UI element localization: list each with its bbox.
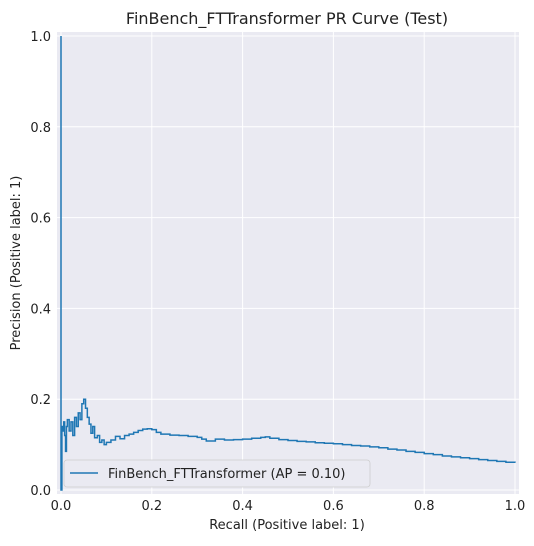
legend-box [63, 459, 371, 488]
pr-curve-series [60, 36, 516, 491]
grid-lines [57, 32, 519, 494]
y-tick-label: 1.0 [30, 30, 51, 45]
y-tick-label: 0.6 [30, 212, 51, 227]
legend-entry-label: FinBench_FTTransformer (AP = 0.10) [108, 467, 346, 482]
tick-labels: 0.0 0.2 0.4 0.6 0.8 1.0 0.0 0.2 0.4 0.6 0.8 1.0 [30, 30, 525, 514]
plot-area [57, 32, 519, 494]
legend: FinBench_FTTransformer (AP = 0.10) [63, 459, 371, 488]
x-tick-label: 1.0 [505, 499, 526, 514]
y-tick-label: 0.4 [30, 302, 51, 317]
x-tick-label: 0.0 [51, 499, 72, 514]
chart-title: FinBench_FTTransformer PR Curve (Test) [126, 9, 448, 29]
curve-layer [60, 36, 516, 491]
x-axis-label: Recall (Positive label: 1) [209, 518, 365, 533]
x-tick-label: 0.4 [232, 499, 253, 514]
y-tick-label: 0.0 [30, 484, 51, 499]
x-tick-label: 0.6 [323, 499, 344, 514]
y-axis-label: Precision (Positive label: 1) [9, 176, 24, 351]
y-tick-label: 0.2 [30, 393, 51, 408]
x-tick-label: 0.2 [141, 499, 162, 514]
y-tick-label: 0.8 [30, 121, 51, 136]
x-tick-label: 0.8 [414, 499, 435, 514]
